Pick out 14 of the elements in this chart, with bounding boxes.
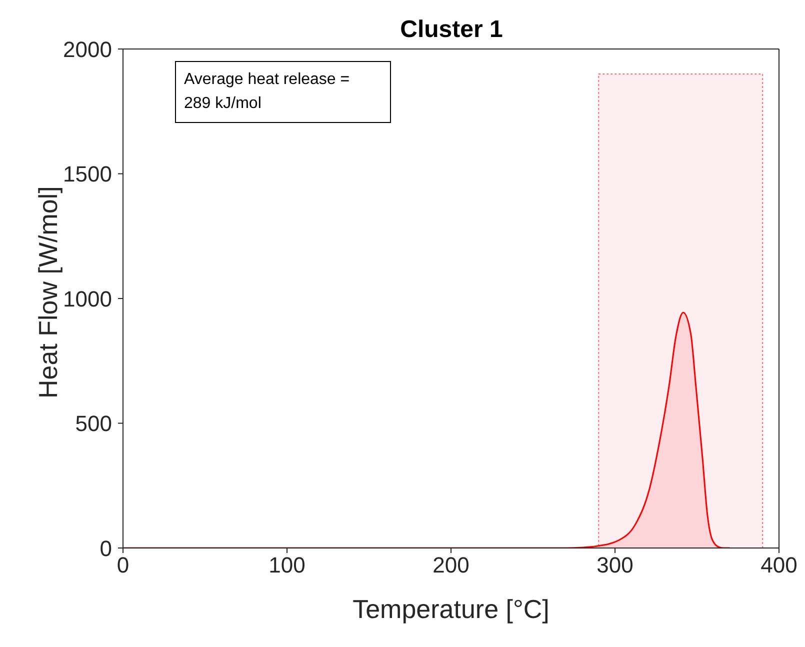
y-tick-label: 1000 — [63, 286, 112, 312]
x-tick-label: 400 — [760, 552, 798, 578]
y-tick-label: 0 — [100, 536, 112, 561]
annotation: Average heat release = 289 kJ/mol — [175, 61, 391, 123]
y-tick-label: 1500 — [63, 162, 112, 187]
x-axis-title: Temperature [°C] — [352, 594, 550, 624]
x-tick-label: 100 — [268, 552, 306, 578]
x-tick-label: 300 — [596, 552, 634, 578]
x-tick-label: 0 — [116, 552, 130, 578]
x-tick-label: 200 — [432, 552, 470, 578]
y-axis-title: Heat Flow [W/mol] — [33, 186, 64, 398]
y-tick-label: 500 — [75, 411, 112, 436]
y-tick-label: 2000 — [63, 36, 112, 62]
chart-title: Cluster 1 — [399, 16, 504, 44]
